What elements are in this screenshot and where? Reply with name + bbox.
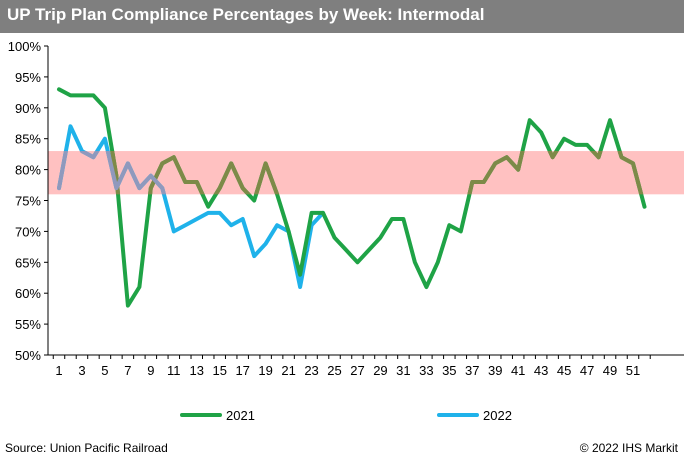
- x-tick-label: 43: [534, 363, 548, 378]
- x-tick-label: 23: [304, 363, 318, 378]
- x-tick-label: 47: [580, 363, 594, 378]
- y-tick-label: 95%: [15, 70, 41, 85]
- y-tick-label: 75%: [15, 194, 41, 209]
- target-band: [48, 151, 684, 195]
- x-tick-label: 9: [147, 363, 154, 378]
- y-tick-label: 80%: [15, 163, 41, 178]
- y-tick-label: 100%: [8, 39, 42, 54]
- y-tick-label: 65%: [15, 255, 41, 270]
- legend-label-2021: 2021: [226, 407, 255, 423]
- x-tick-label: 15: [212, 363, 226, 378]
- x-tick-label: 7: [124, 363, 131, 378]
- x-tick-label: 11: [167, 363, 181, 378]
- y-tick-label: 85%: [15, 132, 41, 147]
- x-tick-label: 27: [350, 363, 364, 378]
- x-tick-label: 33: [419, 363, 433, 378]
- x-tick-label: 31: [396, 363, 410, 378]
- x-tick-label: 17: [235, 363, 249, 378]
- legend-item-2022: 2022: [437, 405, 512, 425]
- x-tick-label: 13: [190, 363, 204, 378]
- series-line-2021-in-band: [110, 151, 644, 195]
- x-tick-label: 37: [465, 363, 479, 378]
- x-tick-label: 19: [258, 363, 272, 378]
- x-axis-ticks: [52, 355, 651, 359]
- x-tick-label: 35: [442, 363, 456, 378]
- legend-swatch-2021: [180, 413, 222, 417]
- y-tick-label: 60%: [15, 286, 41, 301]
- x-tick-label: 41: [511, 363, 525, 378]
- chart-title: UP Trip Plan Compliance Percentages by W…: [7, 5, 485, 24]
- x-tick-label: 21: [281, 363, 295, 378]
- y-tick-label: 70%: [15, 224, 41, 239]
- x-tick-label: 45: [557, 363, 571, 378]
- y-axis-labels: 50% 55% 60% 65% 70% 75% 80% 85% 90% 95% 100%: [8, 39, 42, 363]
- x-tick-label: 51: [626, 363, 640, 378]
- x-tick-label: 29: [373, 363, 387, 378]
- series-line-2022: [57, 124, 325, 289]
- y-tick-label: 50%: [15, 348, 41, 363]
- y-tick-label: 90%: [15, 101, 41, 116]
- x-tick-label: 1: [55, 363, 62, 378]
- x-tick-label: 25: [327, 363, 341, 378]
- legend-label-2022: 2022: [483, 407, 512, 423]
- y-tick-label: 55%: [15, 317, 41, 332]
- title-bar: UP Trip Plan Compliance Percentages by W…: [0, 0, 684, 33]
- series-line-2021: [57, 87, 647, 308]
- legend-item-2021: 2021: [180, 405, 255, 425]
- series-layer: [57, 87, 647, 308]
- x-axis-labels: 1 3 5 7 9 11 13 15 17 19 21 23 25 27 29 31 33 35 37 39 41 43 4…: [55, 363, 640, 378]
- x-tick-label: 5: [101, 363, 108, 378]
- y-axis-ticks: [44, 45, 48, 356]
- x-tick-label: 49: [603, 363, 617, 378]
- x-tick-label: 39: [488, 363, 502, 378]
- copyright-note: © 2022 IHS Markit: [579, 441, 678, 455]
- x-tick-label: 3: [78, 363, 85, 378]
- source-note: Source: Union Pacific Railroad: [5, 441, 168, 455]
- legend-swatch-2022: [437, 413, 479, 417]
